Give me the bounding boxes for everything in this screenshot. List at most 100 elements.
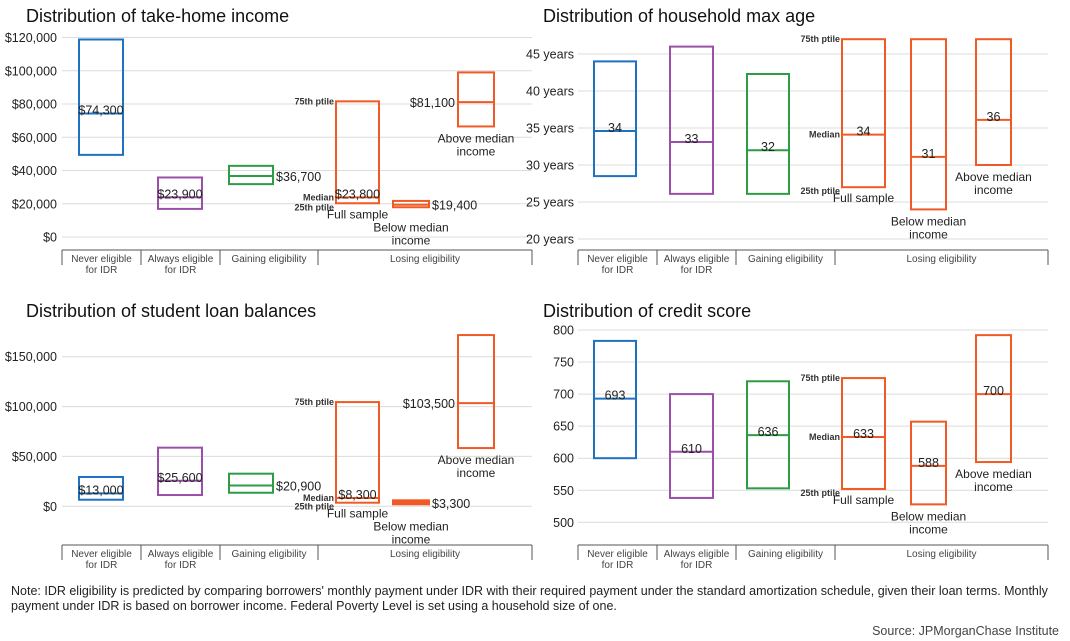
category-label: for IDR (681, 265, 713, 276)
category-label: Losing eligibility (390, 254, 460, 265)
median-value-label: 34 (608, 121, 622, 135)
group-label-below: income (392, 233, 431, 247)
box-losing-above-median: $103,500 (403, 334, 495, 450)
group-label-full: Full sample (327, 507, 389, 521)
box-iqr (593, 60, 637, 178)
y-tick-label: $100,000 (5, 64, 57, 78)
category-label: Losing eligibility (906, 254, 976, 265)
category-label: for IDR (681, 560, 713, 571)
median-value-label: $23,800 (335, 187, 380, 201)
y-tick-label: $0 (43, 500, 57, 514)
box-iqr (910, 420, 947, 506)
category-label: for IDR (602, 560, 634, 571)
y-tick-label: 20 years (526, 233, 574, 247)
box-iqr (335, 401, 380, 504)
category-label: Never eligible (587, 549, 648, 560)
y-tick-label: 750 (553, 356, 574, 370)
median-value-label: $13,000 (78, 483, 123, 497)
box-losing-below-median: 588 (910, 420, 947, 506)
group-label-below: Below median (891, 214, 966, 228)
chart-1: 20 years 25 years 30 years 35 years 40 years… (526, 34, 1049, 276)
box-iqr (910, 38, 947, 211)
group-label-below: income (909, 227, 948, 241)
group-label-full: Full sample (833, 191, 895, 205)
annotation-median: Median (303, 192, 334, 202)
y-tick-label: 40 years (526, 85, 574, 99)
annotation-p25: 25th ptile (294, 202, 334, 212)
annotation-median: Median (809, 130, 840, 140)
footnote: Note: IDR eligibility is predicted by co… (11, 584, 1048, 613)
box-losing-above-median: 36 (975, 38, 1012, 167)
box-losing-below-median: $3,300 (392, 497, 470, 511)
median-value-label: 588 (918, 456, 939, 470)
group-label-full: Full sample (833, 493, 895, 507)
y-tick-label: 30 years (526, 159, 574, 173)
category-label: Always eligible (148, 254, 214, 265)
box-gaining-eligibility: $20,900 (228, 472, 321, 494)
box-iqr (335, 100, 380, 205)
source-credit: Source: JPMorganChase Institute (872, 624, 1059, 638)
category-label: Never eligible (71, 254, 132, 265)
group-label-above: Above median (438, 131, 515, 145)
annotation-p75: 75th ptile (800, 373, 840, 383)
box-losing-above-median: 700 (975, 334, 1012, 464)
category-label: Always eligible (664, 549, 730, 560)
median-value-label: $23,900 (157, 187, 202, 201)
y-tick-label: $40,000 (12, 164, 57, 178)
y-tick-label: 600 (553, 452, 574, 466)
box-always-eligible: 33 (669, 45, 714, 195)
annotation-p75: 75th ptile (294, 96, 334, 106)
y-tick-label: $50,000 (12, 450, 57, 464)
chart-0: $0 $20,000 $40,000 $60,000 $80,000 $100,000 $1… (5, 31, 533, 276)
y-tick-label: 800 (553, 324, 574, 338)
box-losing-full-sample: 34 (841, 38, 886, 189)
median-value-label: 693 (605, 389, 626, 403)
box-always-eligible: $23,900 (157, 176, 203, 210)
median-value-label: 31 (922, 147, 936, 161)
box-losing-full-sample: $23,800 (335, 100, 380, 205)
annotation-p25: 25th ptile (294, 502, 334, 512)
box-gaining-eligibility: 32 (746, 72, 790, 195)
box-losing-below-median: 31 (910, 38, 947, 211)
y-tick-label: $100,000 (5, 400, 57, 414)
group-label-above: income (457, 466, 496, 480)
box-iqr (78, 475, 124, 501)
annotation-p75: 75th ptile (294, 397, 334, 407)
y-tick-label: 500 (553, 516, 574, 530)
group-label-above: Above median (955, 467, 1032, 481)
category-label: Gaining eligibility (231, 549, 306, 560)
chart-title-household-max-age: Distribution of household max age (543, 6, 816, 26)
chart-title-take-home-income: Distribution of take-home income (26, 6, 290, 26)
group-label-above: Above median (438, 453, 515, 467)
y-tick-label: $60,000 (12, 131, 57, 145)
box-losing-full-sample: 633 (841, 377, 886, 490)
category-label: Gaining eligibility (231, 254, 306, 265)
box-iqr (228, 472, 274, 494)
median-value-label: 33 (685, 132, 699, 146)
box-never-eligible: $74,300 (78, 38, 124, 156)
chart-title-student-loan-balances: Distribution of student loan balances (26, 301, 317, 321)
median-value-label: 34 (857, 125, 871, 139)
box-iqr (457, 334, 495, 450)
group-label-below: Below median (373, 520, 448, 534)
median-value-label: $19,400 (432, 199, 477, 213)
y-tick-label: 45 years (526, 48, 574, 62)
median-value-label: 36 (987, 110, 1001, 124)
group-label-above: income (974, 480, 1013, 494)
category-label: Gaining eligibility (748, 549, 823, 560)
median-value-label: 610 (681, 442, 702, 456)
median-value-label: $20,900 (276, 479, 321, 493)
annotation-p25: 25th ptile (800, 186, 840, 196)
box-never-eligible: 34 (593, 60, 637, 178)
y-tick-label: $150,000 (5, 350, 57, 364)
annotation-p75: 75th ptile (800, 34, 840, 44)
y-tick-label: $80,000 (12, 98, 57, 112)
category-label: for IDR (86, 560, 118, 571)
group-label-full: Full sample (327, 207, 389, 221)
median-value-label: $81,100 (410, 96, 455, 110)
median-value-label: $103,500 (403, 397, 455, 411)
category-label: Never eligible (587, 254, 648, 265)
